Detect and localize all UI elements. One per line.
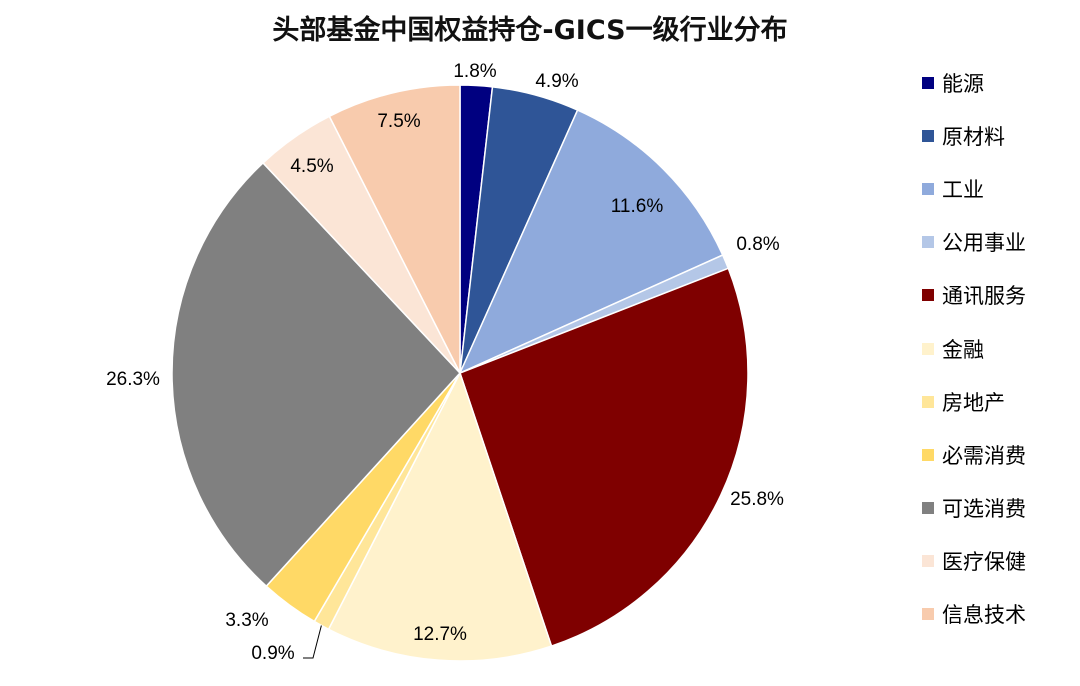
legend-label: 公用事业 [942, 231, 1026, 256]
legend-label: 通讯服务 [942, 284, 1026, 309]
chart-title: 头部基金中国权益持仓-GICS一级行业分布 [272, 15, 788, 46]
pie-chart: 1.8% 4.9% 11.6% 0.8% 25.8% 12.7% 0.9% 3.3% 26.3%… [106, 61, 784, 664]
legend-swatch [922, 183, 934, 196]
legend-swatch [922, 77, 934, 89]
pie-slice-2 [458, 109, 724, 375]
data-label: 4.5% [290, 156, 333, 177]
legend-label: 房地产 [942, 390, 1005, 415]
pie-slice-5 [327, 371, 553, 662]
pie-slice-8 [171, 161, 462, 588]
legend-label: 必需消费 [942, 443, 1026, 468]
data-label: 7.5% [377, 111, 420, 132]
data-label: 4.9% [535, 71, 578, 92]
data-label: 1.8% [453, 61, 496, 82]
legend-item: 通讯服务 [922, 282, 1026, 308]
legend-label: 医疗保健 [942, 549, 1026, 574]
legend-swatch [922, 395, 934, 408]
legend-swatch [922, 608, 934, 620]
legend-item: 医疗保健 [922, 548, 1026, 574]
data-label: 0.9% [251, 643, 294, 664]
data-label: 0.8% [736, 234, 779, 255]
legend-label: 工业 [942, 178, 984, 203]
legend-swatch [922, 342, 934, 355]
legend-item: 金融 [922, 336, 984, 362]
leader-line [303, 625, 322, 659]
legend-label: 能源 [942, 72, 984, 96]
legend-item: 可选消费 [922, 495, 1026, 521]
legend-swatch [922, 130, 934, 143]
legend-item: 原材料 [922, 123, 1005, 149]
legend-item: 必需消费 [922, 442, 1026, 468]
legend-swatch [922, 236, 934, 249]
legend-item: 房地产 [922, 389, 1005, 415]
data-label: 12.7% [413, 624, 467, 645]
data-label: 26.3% [106, 369, 160, 390]
legend-label: 金融 [942, 337, 984, 362]
legend-swatch [922, 289, 934, 302]
legend-label: 信息技术 [942, 603, 1026, 627]
legend-item: 公用事业 [922, 229, 1026, 255]
legend-swatch [922, 448, 934, 461]
data-label: 3.3% [225, 610, 268, 631]
data-label: 25.8% [730, 489, 784, 510]
data-label: 11.6% [611, 196, 664, 217]
legend-label: 原材料 [942, 125, 1005, 150]
legend-label: 可选消费 [942, 496, 1026, 521]
legend-item: 能源 [922, 70, 984, 96]
legend-item: 工业 [922, 176, 984, 202]
legend-swatch [922, 554, 934, 567]
pie-slice-4 [459, 267, 749, 648]
legend-swatch [922, 501, 934, 514]
pie-slice-10 [328, 84, 461, 374]
legend-item: 信息技术 [922, 601, 1026, 627]
